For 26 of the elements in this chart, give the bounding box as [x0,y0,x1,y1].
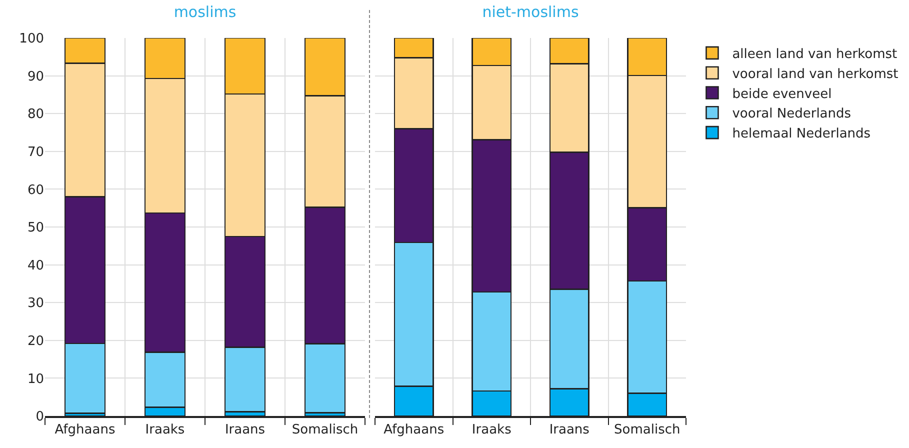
x-tick-label: Somalisch [614,422,680,438]
y-tick-label: 0 [36,410,44,425]
y-tick-label: 30 [27,296,44,312]
legend-label: beide evenveel [732,86,832,102]
y-tick-label: 40 [27,258,44,274]
legend-label: helemaal Nederlands [732,126,871,142]
y-tick-label: 70 [27,144,44,160]
y-tick-label: 10 [27,372,44,387]
legend-label: alleen land van herkomst [732,47,898,62]
legend-label: vooral land van herkomst [732,66,898,82]
y-tick-label: 100 [19,32,44,47]
x-tick-label: Iraaks [472,422,512,438]
x-tick-label: Iraans [224,422,266,438]
x-tick-label: Afghaans [384,422,444,438]
chart-title: moslims [174,3,236,22]
x-tick-label: Afghaans [54,422,116,438]
chart-title: niet-moslims [482,3,579,22]
legend-label: vooral Nederlands [732,106,852,122]
x-tick-label: Iraans [549,422,590,438]
x-tick-label: Somalisch [292,422,358,438]
x-tick-label: Iraaks [145,422,185,438]
y-tick-label: 80 [27,107,44,122]
y-tick-label: 90 [27,69,44,84]
y-tick-label: 60 [27,182,44,198]
y-tick-label: 50 [27,220,44,236]
y-tick-label: 20 [27,334,44,349]
